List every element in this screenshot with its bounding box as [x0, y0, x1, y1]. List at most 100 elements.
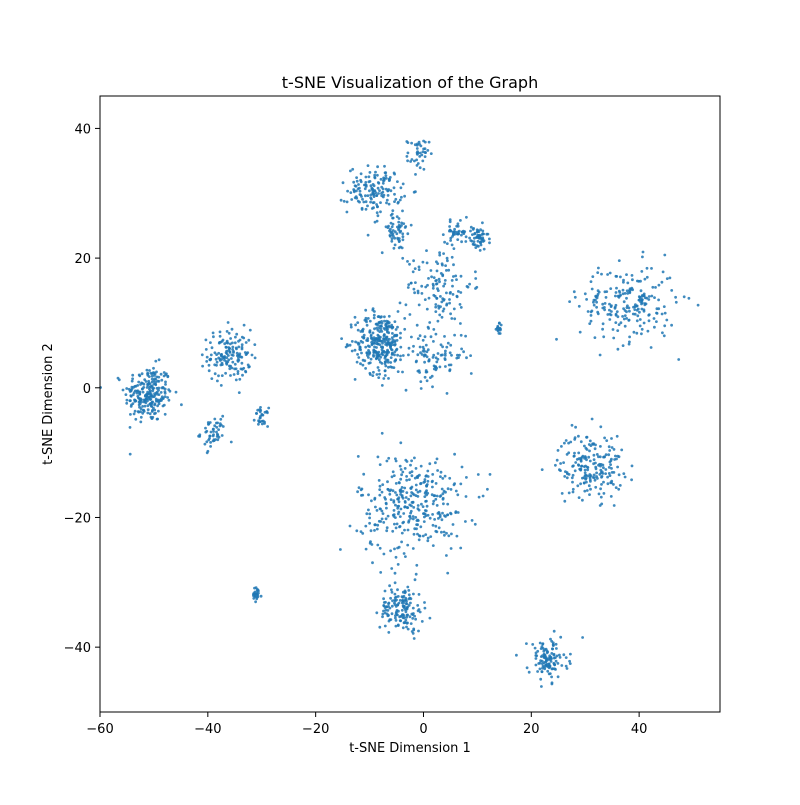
- data-point: [436, 319, 440, 323]
- data-point: [423, 298, 427, 301]
- data-point: [242, 366, 246, 370]
- data-point: [384, 608, 388, 612]
- data-point: [603, 306, 606, 309]
- data-point: [410, 459, 413, 463]
- data-point: [450, 279, 454, 282]
- data-point: [488, 237, 491, 241]
- data-point: [458, 353, 461, 357]
- data-point: [441, 497, 445, 501]
- data-point: [593, 478, 597, 482]
- data-point: [627, 342, 631, 346]
- data-point: [420, 502, 423, 506]
- data-point: [657, 307, 661, 311]
- data-point: [443, 240, 446, 244]
- data-point: [398, 464, 402, 468]
- data-point: [448, 218, 452, 222]
- data-point: [436, 357, 440, 361]
- data-point: [426, 536, 430, 540]
- data-point: [630, 274, 634, 277]
- data-point: [141, 405, 145, 408]
- data-point: [382, 601, 386, 604]
- data-point: [589, 310, 593, 314]
- data-point: [450, 317, 454, 320]
- data-point: [416, 604, 420, 607]
- data-point: [595, 305, 598, 309]
- data-point: [432, 293, 436, 297]
- data-point: [132, 412, 136, 416]
- data-point: [416, 142, 419, 146]
- data-point: [616, 347, 620, 351]
- data-point: [360, 487, 364, 491]
- data-point: [456, 511, 460, 514]
- data-point: [601, 327, 604, 331]
- data-point: [372, 192, 376, 196]
- data-point: [435, 269, 439, 273]
- data-point: [435, 260, 438, 264]
- data-point: [392, 474, 396, 477]
- data-point: [426, 348, 430, 352]
- data-point: [431, 356, 435, 359]
- data-point: [382, 552, 386, 556]
- data-point: [403, 194, 406, 198]
- data-point: [615, 457, 618, 461]
- data-point: [637, 279, 641, 283]
- data-point: [204, 430, 208, 434]
- data-point: [617, 455, 621, 459]
- data-point: [488, 473, 492, 476]
- data-point: [565, 667, 569, 670]
- data-point: [383, 356, 387, 360]
- data-point: [476, 473, 480, 476]
- data-point: [406, 286, 410, 289]
- data-point: [212, 335, 215, 339]
- data-point: [645, 275, 649, 279]
- data-point: [573, 469, 577, 473]
- data-point: [152, 386, 156, 390]
- data-point: [660, 312, 664, 316]
- data-point: [369, 529, 373, 533]
- data-point: [396, 310, 400, 313]
- data-point: [617, 323, 621, 326]
- data-point: [442, 530, 446, 534]
- data-point: [217, 374, 220, 378]
- data-point: [260, 422, 264, 426]
- data-point: [396, 353, 399, 357]
- data-point: [612, 448, 616, 451]
- data-point: [407, 520, 410, 524]
- data-point: [382, 179, 385, 183]
- data-point: [401, 354, 405, 357]
- data-point: [459, 306, 463, 309]
- data-point: [456, 238, 460, 242]
- data-point: [384, 225, 388, 229]
- data-point: [551, 647, 554, 651]
- data-point: [392, 246, 396, 250]
- data-point: [390, 612, 394, 616]
- data-point: [415, 359, 418, 363]
- data-point: [544, 647, 548, 651]
- data-point: [603, 308, 606, 312]
- data-point: [617, 259, 621, 262]
- data-point: [385, 612, 389, 616]
- data-point: [341, 181, 345, 185]
- data-point: [358, 186, 361, 190]
- data-point: [540, 670, 544, 673]
- data-point: [414, 516, 418, 519]
- data-point: [498, 327, 501, 331]
- data-point: [443, 354, 447, 357]
- data-point: [400, 531, 404, 535]
- data-point: [378, 463, 382, 466]
- data-point: [384, 174, 388, 178]
- data-point: [434, 332, 438, 336]
- data-point: [542, 649, 546, 653]
- data-point: [423, 360, 426, 364]
- data-point: [442, 298, 446, 301]
- data-point: [591, 275, 595, 278]
- data-point: [477, 495, 481, 499]
- data-point: [406, 506, 410, 510]
- data-point: [663, 324, 667, 328]
- data-point: [468, 282, 471, 286]
- data-point: [531, 643, 535, 646]
- data-point: [372, 184, 376, 188]
- data-point: [558, 468, 561, 472]
- data-point: [538, 641, 542, 645]
